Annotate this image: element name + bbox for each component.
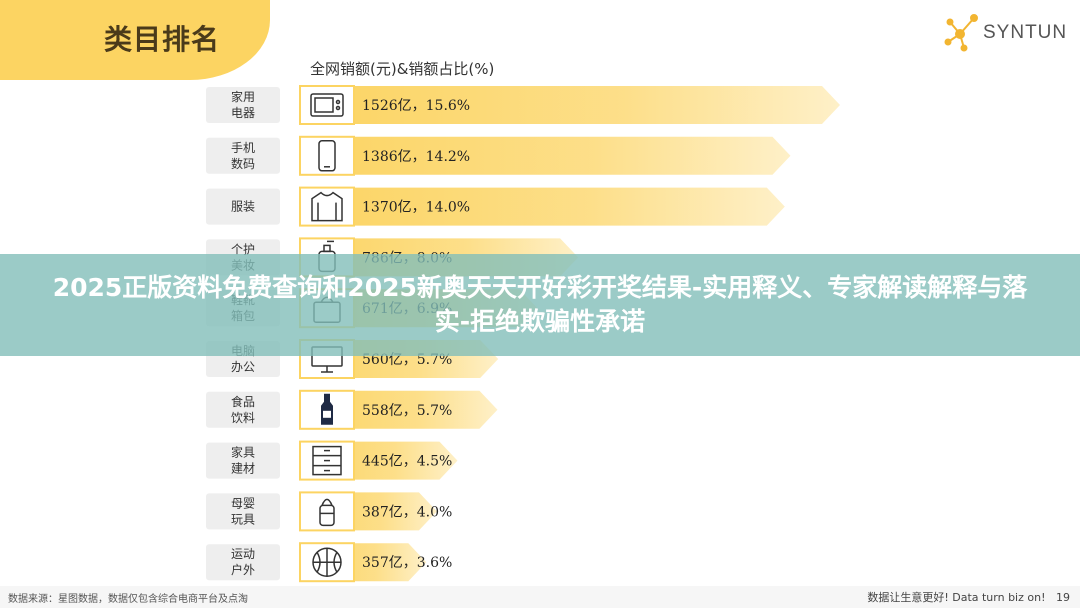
category-label-box <box>206 544 280 581</box>
page-title: 类目排名 <box>104 23 221 56</box>
phone-icon <box>299 135 355 176</box>
category-label-box <box>206 391 280 428</box>
category-label: 服装 <box>206 188 280 225</box>
category-label-text: 服装 <box>231 200 255 214</box>
slogan-text: 数据让生意更好! Data turn biz on! <box>867 591 1046 604</box>
data-label: 1370亿，14.0% <box>362 200 470 216</box>
data-label: 357亿，3.6% <box>362 555 452 571</box>
bar <box>300 187 785 226</box>
syntun-logo-icon <box>944 14 978 52</box>
category-label-text: 家具 <box>231 445 255 460</box>
category-label-text: 个护 <box>231 242 255 256</box>
title-banner <box>0 0 270 80</box>
footer-bar: 数据来源：星图数据，数据仅包含综合电商平台及点淘 数据让生意更好! Data t… <box>0 586 1080 608</box>
banner-text: 2025正版资料免费查询和2025新奥天天开好彩开奖结果-实用释义、专家解读解释… <box>52 273 1028 336</box>
sweater-icon <box>299 186 355 227</box>
page-number: 19 <box>1056 591 1070 604</box>
bar <box>300 86 840 124</box>
category-label-text: 户外 <box>231 562 255 577</box>
logo-text: SYNTUN <box>983 22 1068 43</box>
drink-bottle-icon <box>299 389 355 430</box>
category-label-text: 电器 <box>231 106 255 120</box>
category-label-text: 母婴 <box>231 496 255 510</box>
category-label-box <box>206 87 280 123</box>
icon-box <box>299 135 355 176</box>
bar <box>300 136 791 175</box>
data-label: 560亿，5.7% <box>362 352 452 368</box>
category-label-text: 数码 <box>231 156 255 171</box>
category-label-box <box>206 442 280 479</box>
category-label-text: 建材 <box>231 462 255 476</box>
category-label-box <box>206 188 280 225</box>
baby-bottle-icon <box>299 491 355 532</box>
overlay-banner: 2025正版资料免费查询和2025新奥天天开好彩开奖结果-实用释义、专家解读解释… <box>0 254 1080 356</box>
footer-slogan: 数据让生意更好! Data turn biz on! 19 <box>867 589 1070 605</box>
data-source: 数据来源：星图数据，数据仅包含综合电商平台及点淘 <box>8 594 248 605</box>
category-label-text: 食品 <box>231 394 255 409</box>
data-label: 1526亿，15.6% <box>362 98 470 114</box>
category-label-box <box>206 493 280 530</box>
category-label-text: 办公 <box>231 359 255 374</box>
category-label-text: 玩具 <box>231 512 255 526</box>
microwave-icon <box>299 85 355 125</box>
icon-box <box>299 85 355 125</box>
data-label: 387亿，4.0% <box>362 504 452 520</box>
icon-box <box>299 186 355 227</box>
data-label: 445亿，4.5% <box>362 454 452 470</box>
category-label-text: 运动 <box>231 547 255 561</box>
data-label: 558亿，5.7% <box>362 403 452 419</box>
category-label-box <box>206 137 280 174</box>
category-label-text: 家用 <box>231 89 255 104</box>
icon-box <box>299 440 355 481</box>
category-label-text: 饮料 <box>231 411 255 425</box>
cabinet-icon <box>299 440 355 481</box>
data-label: 1386亿，14.2% <box>362 149 470 165</box>
category-label-text: 手机 <box>231 141 255 155</box>
ball-icon <box>299 542 355 583</box>
chart-title: 全网销额(元)&销额占比(%) <box>310 60 495 78</box>
